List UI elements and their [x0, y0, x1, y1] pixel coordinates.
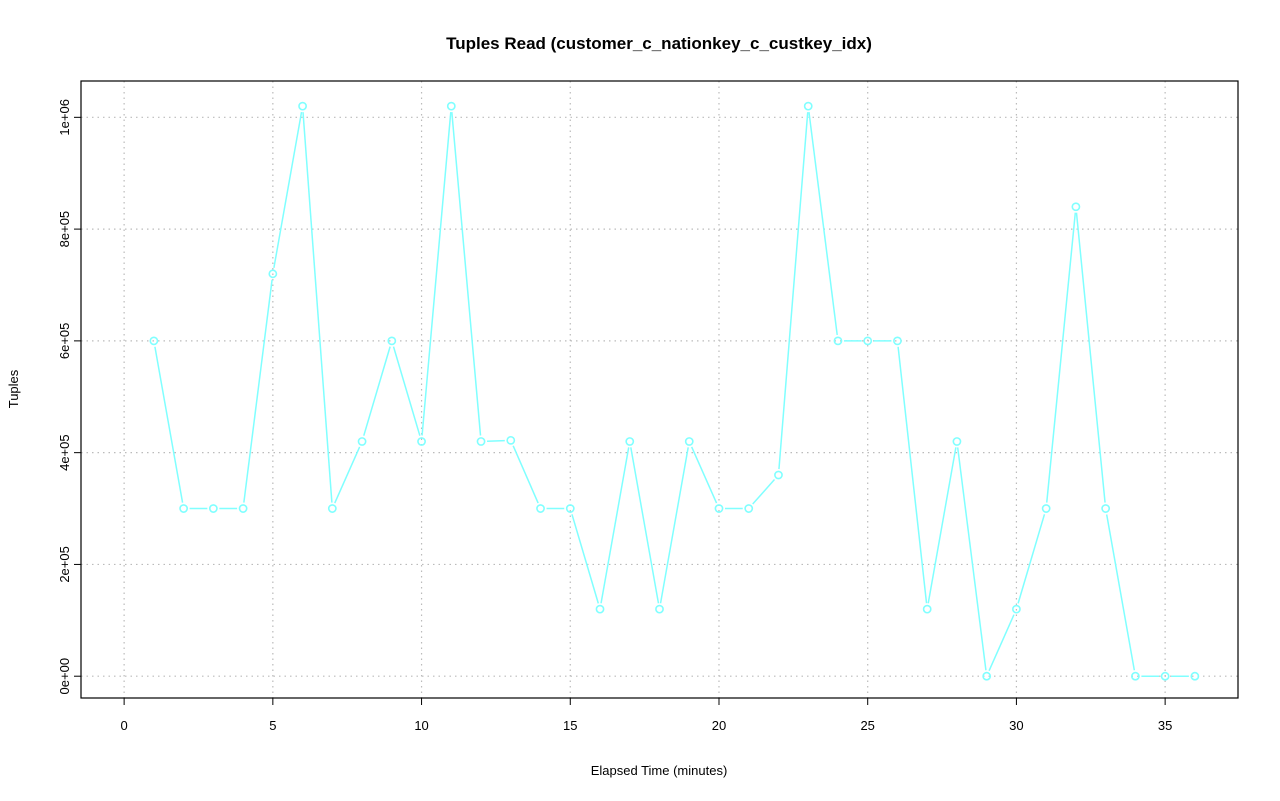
data-point — [208, 504, 218, 513]
series-segment — [690, 446, 718, 504]
x-tick-label: 5 — [269, 718, 276, 733]
series-segment — [243, 279, 273, 503]
data-point — [476, 437, 486, 446]
data-point — [268, 269, 278, 279]
series-segment — [512, 445, 539, 504]
data-point — [922, 604, 932, 614]
chart-title: Tuples Read (customer_c_nationkey_c_cust… — [446, 34, 872, 53]
data-point — [1130, 671, 1140, 681]
y-tick-label: 8e+05 — [57, 211, 72, 248]
x-tick-label: 30 — [1009, 718, 1023, 733]
data-point — [149, 336, 159, 346]
x-tick-label: 10 — [414, 718, 428, 733]
data-point — [833, 336, 843, 346]
series-segment — [421, 112, 452, 436]
data-point — [327, 504, 337, 513]
y-tick-label: 2e+05 — [57, 546, 72, 583]
y-tick-label: 0e+00 — [57, 658, 72, 695]
data-point — [1190, 671, 1200, 681]
series-segment — [600, 447, 630, 604]
data-point — [1101, 504, 1111, 513]
series-segment — [808, 112, 838, 336]
x-tick-label: 15 — [563, 718, 577, 733]
series-segment — [392, 346, 421, 436]
data-point — [1160, 671, 1170, 681]
data-point — [179, 504, 189, 513]
series-segment — [273, 111, 303, 269]
data-point — [684, 437, 694, 446]
data-point — [417, 437, 426, 446]
series-segment — [1105, 514, 1136, 671]
series-segment — [334, 446, 361, 504]
x-tick-label: 20 — [712, 718, 726, 733]
x-tick-label: 0 — [121, 718, 128, 733]
series-segment — [659, 447, 689, 604]
data-point — [1041, 504, 1051, 513]
data-point — [1012, 604, 1021, 614]
series-segment — [1046, 212, 1077, 503]
plot-frame — [80, 80, 1239, 699]
series-segment — [956, 447, 987, 671]
data-point — [446, 101, 456, 111]
data-point — [238, 504, 248, 513]
data-point — [952, 437, 962, 446]
series-segment — [988, 614, 1015, 672]
series-segment — [1017, 514, 1046, 604]
data-point — [506, 435, 516, 445]
x-axis-label: Elapsed Time (minutes) — [591, 763, 728, 778]
series-segment — [897, 346, 928, 604]
y-axis-label: Tuples — [6, 369, 21, 408]
series-segment — [927, 447, 957, 604]
data-point — [655, 604, 664, 614]
data-point — [803, 101, 813, 111]
data-point — [893, 336, 902, 346]
data-point — [298, 101, 307, 111]
series-segment — [630, 447, 660, 604]
series-segment — [363, 346, 391, 436]
data-point — [536, 504, 545, 513]
series-segment — [302, 112, 333, 503]
data-point — [387, 336, 397, 346]
series-segment — [154, 346, 184, 503]
y-tick-label: 6e+05 — [57, 323, 72, 360]
series-segment — [778, 112, 809, 470]
x-tick-label: 25 — [860, 718, 874, 733]
data-point — [774, 470, 783, 480]
data-point — [1071, 202, 1081, 212]
data-point — [982, 671, 992, 681]
data-point — [744, 504, 754, 513]
series-segment — [487, 439, 505, 442]
data-point — [625, 437, 635, 446]
x-tick-label: 35 — [1158, 718, 1172, 733]
y-tick-label: 1e+06 — [57, 99, 72, 136]
data-point — [357, 437, 367, 446]
series-segment — [451, 112, 482, 436]
data-point — [863, 336, 873, 346]
data-point — [595, 604, 605, 614]
data-point — [565, 504, 575, 513]
series-segment — [571, 514, 600, 604]
series-segment — [752, 478, 776, 505]
series-segment — [1075, 212, 1106, 503]
data-point — [714, 504, 724, 513]
y-tick-label: 4e+05 — [57, 434, 72, 471]
